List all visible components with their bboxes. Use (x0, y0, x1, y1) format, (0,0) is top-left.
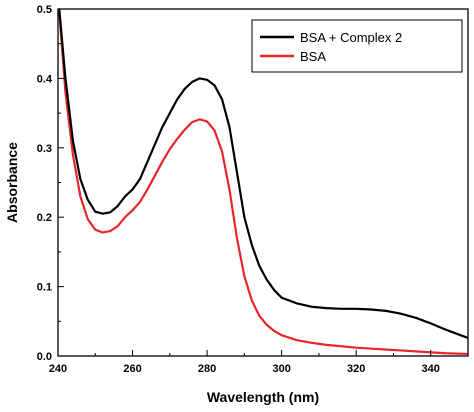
legend-label-1: BSA (300, 49, 326, 64)
y-tick-label: 0.3 (37, 143, 52, 155)
x-tick-label: 240 (49, 363, 67, 375)
series-line-0 (58, 9, 468, 339)
y-axis-title: Absorbance (4, 142, 20, 223)
y-tick-label: 0.4 (37, 73, 53, 85)
legend: BSA + Complex 2 BSA (251, 19, 463, 73)
x-tick-label: 280 (198, 363, 216, 375)
y-tick-label: 0.5 (37, 4, 52, 16)
series-layer (58, 9, 468, 356)
x-tick-label: 340 (422, 363, 440, 375)
axis-ticks: 240 260 280 300 320 340 0.0 0.1 0.2 0.3 0.4 0.5 (37, 4, 469, 375)
x-tick-label: 320 (347, 363, 365, 375)
legend-label-0: BSA + Complex 2 (300, 30, 402, 45)
x-tick-label: 260 (123, 363, 141, 375)
x-tick-label: 300 (272, 363, 290, 375)
y-tick-label: 0.0 (37, 351, 52, 363)
legend-box (251, 19, 463, 73)
y-tick-label: 0.1 (37, 282, 52, 294)
series-line-1 (58, 9, 468, 356)
y-tick-label: 0.2 (37, 212, 52, 224)
x-axis-title: Wavelength (nm) (207, 389, 319, 405)
